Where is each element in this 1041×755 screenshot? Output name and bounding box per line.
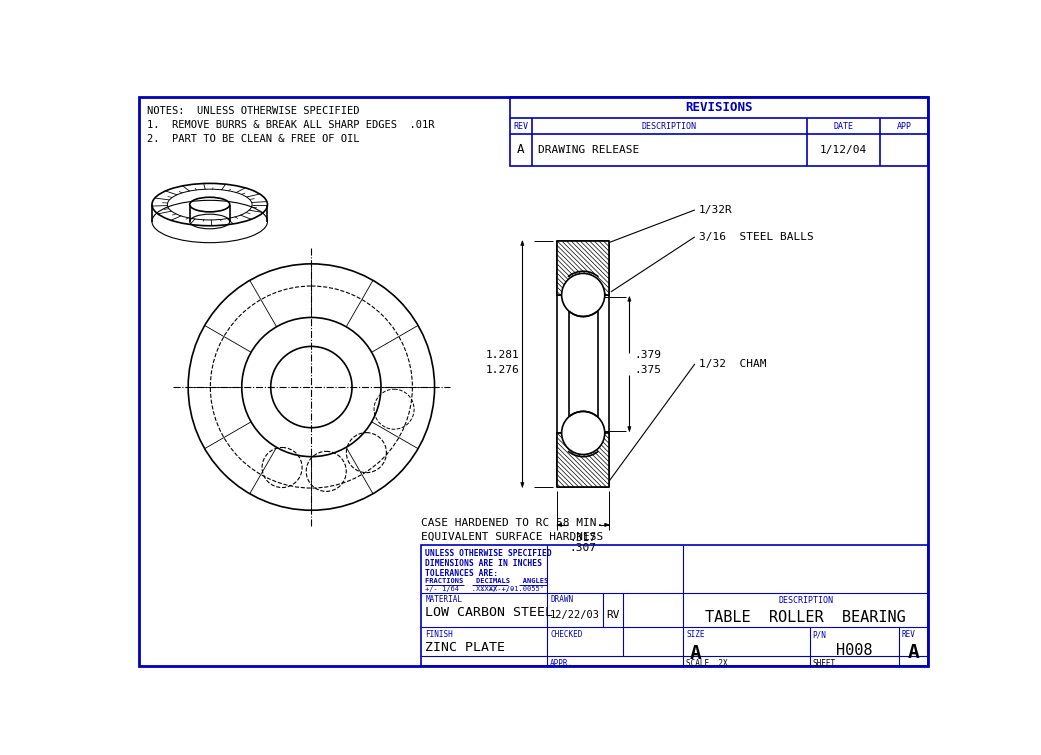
Text: A: A bbox=[517, 143, 525, 156]
Polygon shape bbox=[520, 482, 524, 487]
Text: REV: REV bbox=[902, 630, 916, 639]
Text: 1.281: 1.281 bbox=[485, 350, 519, 359]
Text: CASE HARDENED TO RC 58 MIN.: CASE HARDENED TO RC 58 MIN. bbox=[422, 518, 604, 528]
Text: DRAWN: DRAWN bbox=[550, 595, 574, 604]
Text: .XXX +/- .005: .XXX +/- .005 bbox=[426, 587, 536, 593]
Text: FINISH: FINISH bbox=[426, 630, 453, 639]
Text: .317: .317 bbox=[569, 532, 596, 543]
Text: 12/22/03: 12/22/03 bbox=[550, 609, 600, 620]
Text: REVISIONS: REVISIONS bbox=[685, 101, 753, 114]
Circle shape bbox=[561, 273, 605, 316]
Circle shape bbox=[561, 411, 605, 455]
Text: .307: .307 bbox=[569, 544, 596, 553]
Polygon shape bbox=[557, 523, 561, 526]
Text: 1.  REMOVE BURRS & BREAK ALL SHARP EDGES  .01R: 1. REMOVE BURRS & BREAK ALL SHARP EDGES … bbox=[147, 120, 434, 130]
Text: MATERIAL: MATERIAL bbox=[426, 595, 462, 604]
Text: SHEET: SHEET bbox=[813, 659, 836, 668]
Bar bbox=[568, 431, 598, 433]
Text: 1/12/04: 1/12/04 bbox=[820, 145, 867, 155]
Text: APPR.: APPR. bbox=[550, 659, 574, 668]
Text: DESCRIPTION: DESCRIPTION bbox=[779, 596, 833, 606]
Text: DIMENSIONS ARE IN INCHES: DIMENSIONS ARE IN INCHES bbox=[426, 559, 542, 568]
Text: TABLE  ROLLER  BEARING: TABLE ROLLER BEARING bbox=[706, 609, 906, 624]
Text: 1/32  CHAM: 1/32 CHAM bbox=[699, 359, 766, 369]
Text: REV: REV bbox=[513, 122, 528, 131]
Bar bbox=[422, 545, 929, 666]
Text: .379: .379 bbox=[634, 350, 661, 359]
Polygon shape bbox=[628, 297, 631, 301]
Text: P/N: P/N bbox=[813, 630, 827, 639]
Text: DRAWING RELEASE: DRAWING RELEASE bbox=[538, 145, 639, 155]
Text: 1/32R: 1/32R bbox=[699, 205, 733, 215]
Text: SIZE: SIZE bbox=[686, 630, 705, 639]
Text: LOW CARBON STEEL: LOW CARBON STEEL bbox=[426, 606, 554, 620]
Text: +/- 1/64   .XX +/- .01    5°: +/- 1/64 .XX +/- .01 5° bbox=[426, 586, 544, 593]
Text: H008: H008 bbox=[836, 643, 872, 658]
Text: RV: RV bbox=[607, 609, 620, 620]
Text: ZINC PLATE: ZINC PLATE bbox=[426, 641, 505, 654]
Text: 2.  PART TO BE CLEAN & FREE OF OIL: 2. PART TO BE CLEAN & FREE OF OIL bbox=[147, 134, 359, 143]
Text: EQUIVALENT SURFACE HARDNESS: EQUIVALENT SURFACE HARDNESS bbox=[422, 532, 604, 542]
Bar bbox=[510, 97, 929, 166]
Text: DATE: DATE bbox=[834, 122, 854, 131]
Text: 3/16  STEEL BALLS: 3/16 STEEL BALLS bbox=[699, 232, 813, 242]
Text: APP: APP bbox=[896, 122, 911, 131]
Text: CHECKED: CHECKED bbox=[550, 630, 583, 639]
Text: 1.276: 1.276 bbox=[485, 365, 519, 375]
Polygon shape bbox=[520, 241, 524, 245]
Polygon shape bbox=[628, 427, 631, 431]
Bar bbox=[557, 433, 609, 487]
Text: A: A bbox=[908, 643, 919, 661]
Text: UNLESS OTHERWISE SPECIFIED: UNLESS OTHERWISE SPECIFIED bbox=[426, 549, 552, 558]
Text: A: A bbox=[690, 644, 702, 663]
Bar bbox=[568, 295, 598, 297]
Polygon shape bbox=[605, 523, 609, 526]
Text: TOLERANCES ARE:: TOLERANCES ARE: bbox=[426, 569, 499, 578]
Text: .375: .375 bbox=[634, 365, 661, 375]
Text: NOTES:  UNLESS OTHERWISE SPECIFIED: NOTES: UNLESS OTHERWISE SPECIFIED bbox=[147, 106, 359, 116]
Text: SCALE  2X: SCALE 2X bbox=[686, 659, 728, 668]
Bar bbox=[557, 241, 609, 295]
Text: FRACTIONS   DECIMALS   ANGLES: FRACTIONS DECIMALS ANGLES bbox=[426, 578, 549, 584]
Text: DESCRIPTION: DESCRIPTION bbox=[642, 122, 696, 131]
